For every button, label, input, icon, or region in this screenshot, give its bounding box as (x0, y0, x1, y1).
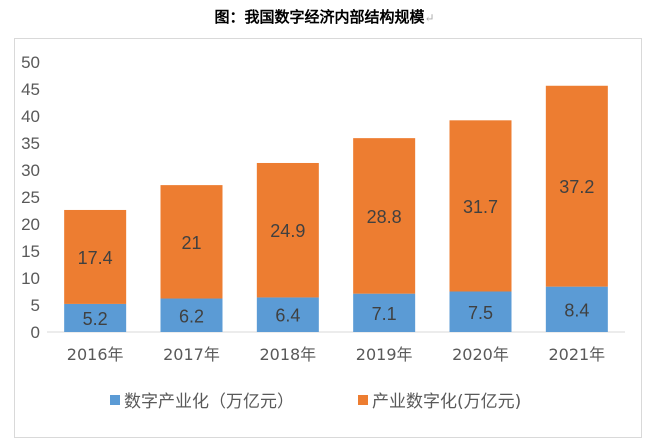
x-tick-label: 2016年 (67, 345, 124, 364)
y-tick-label: 50 (21, 53, 40, 72)
y-tick-label: 45 (21, 80, 40, 99)
bar-industrial-digitization (64, 209, 127, 304)
x-tick-label: 2017年 (163, 345, 220, 364)
chart-frame (14, 38, 642, 438)
y-tick-label: 25 (21, 188, 40, 207)
chart-title-text: 图：我国数字经济内部结构规模 (214, 8, 425, 26)
bar-industrial-digitization (545, 85, 608, 287)
bar-digital-industrialization (160, 298, 223, 332)
y-tick-label: 30 (21, 161, 40, 180)
data-label: 7.5 (468, 303, 493, 323)
data-label: 6.4 (275, 306, 300, 326)
data-label: 5.2 (83, 309, 108, 329)
return-mark-icon: ↵ (424, 11, 435, 25)
legend-swatch (110, 395, 120, 405)
data-label: 31.7 (463, 197, 498, 217)
bar-digital-industrialization (545, 286, 608, 332)
bar-digital-industrialization (256, 297, 319, 332)
legend-label: 产业数字化(万亿元) (372, 392, 521, 412)
legend-swatch (358, 395, 368, 405)
bar-digital-industrialization (449, 291, 512, 332)
y-tick-label: 15 (21, 242, 40, 261)
bar-digital-industrialization (64, 303, 127, 332)
bar-industrial-digitization (449, 120, 512, 292)
x-tick-label: 2019年 (356, 345, 413, 364)
x-tick-label: 2021年 (548, 345, 605, 364)
data-label: 21 (181, 233, 201, 253)
data-label: 6.2 (179, 306, 204, 326)
chart-title: 图：我国数字经济内部结构规模↵ (0, 6, 649, 27)
data-label: 24.9 (270, 221, 305, 241)
y-tick-label: 40 (21, 107, 40, 126)
y-tick-label: 35 (21, 134, 40, 153)
bar-digital-industrialization (353, 293, 416, 332)
data-label: 37.2 (559, 177, 594, 197)
x-tick-label: 2020年 (452, 345, 509, 364)
data-label: 8.4 (564, 300, 589, 320)
y-tick-label: 5 (31, 296, 40, 315)
y-tick-label: 10 (21, 269, 40, 288)
x-tick-label: 2018年 (259, 345, 316, 364)
bar-industrial-digitization (353, 138, 416, 294)
data-label: 17.4 (78, 248, 113, 268)
bar-industrial-digitization (160, 185, 223, 299)
data-label: 28.8 (367, 207, 402, 227)
y-tick-label: 0 (31, 323, 40, 342)
y-tick-label: 20 (21, 215, 40, 234)
bar-industrial-digitization (256, 162, 319, 298)
data-label: 7.1 (372, 304, 397, 324)
legend-label: 数字产业化（万亿元） (124, 392, 294, 412)
